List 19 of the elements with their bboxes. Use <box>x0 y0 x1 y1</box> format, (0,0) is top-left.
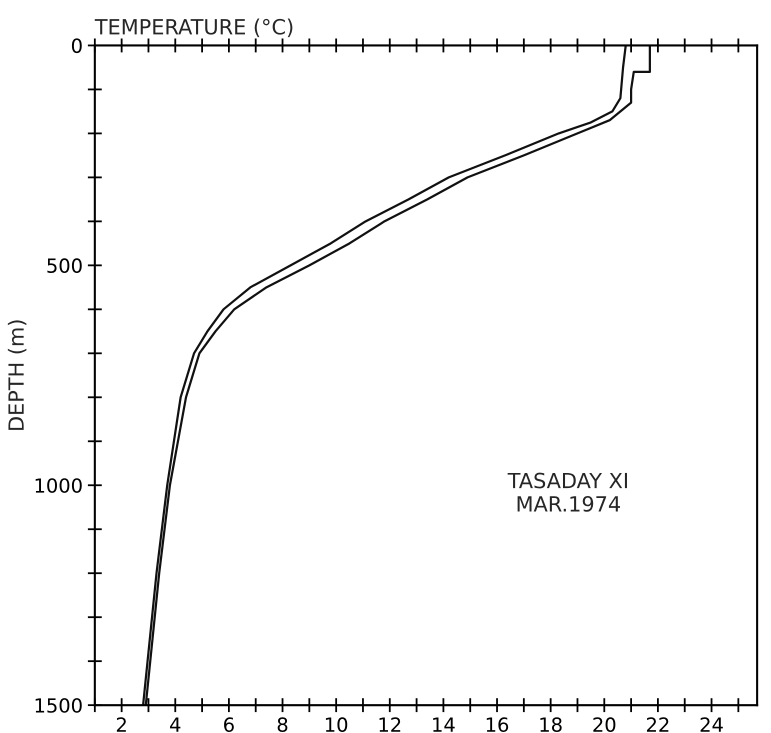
chart-title: TEMPERATURE (°C) <box>94 18 292 38</box>
x-tick-label: 16 <box>486 717 508 732</box>
x-tick-label: 14 <box>433 718 455 732</box>
x-tick-label: 6 <box>224 717 234 732</box>
x-tick-label: 4 <box>170 718 180 732</box>
x-tick-label: 20 <box>593 717 616 732</box>
x-tick-label: 22 <box>646 717 668 732</box>
x-tick-label: 12 <box>380 717 400 732</box>
y-tick-label: 1000 <box>36 478 82 493</box>
y-axis-title: DEPTH (m) <box>8 320 26 430</box>
x-tick-label: 10 <box>326 717 348 732</box>
annotation: TASADAY XI MAR.1974 <box>508 472 627 512</box>
y-tick-label: 1500 <box>36 698 82 713</box>
x-tick-label: 8 <box>278 717 288 732</box>
x-tick-label: 2 <box>116 717 126 732</box>
y-tick-label: 500 <box>47 258 82 274</box>
x-tick-label: 24 <box>700 717 723 732</box>
x-tick-label: 18 <box>540 717 562 732</box>
y-tick-label: 0 <box>72 38 82 54</box>
